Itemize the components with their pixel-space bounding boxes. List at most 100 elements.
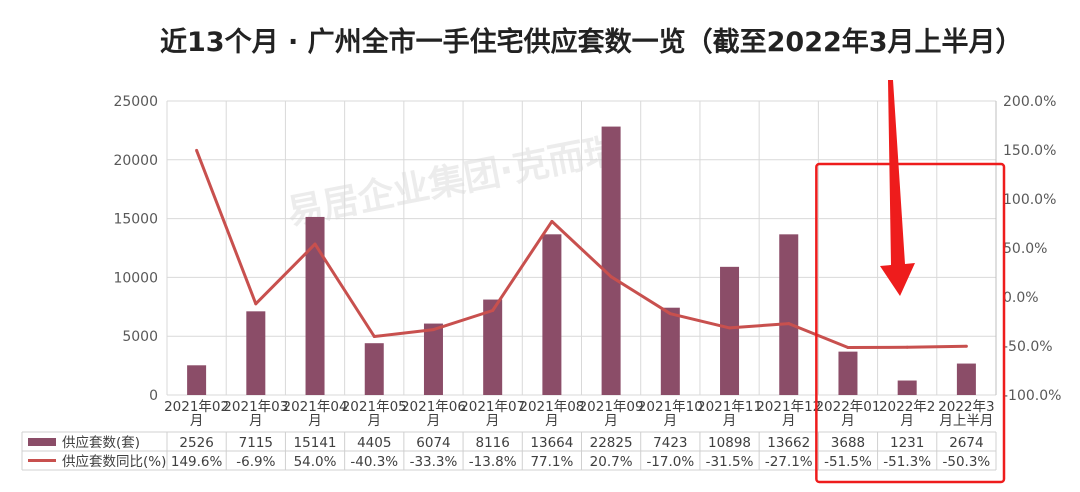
line-point [372,334,376,338]
category-label: 月 [664,413,678,429]
table-cell: 13662 [767,435,810,451]
table-cell: 22825 [590,435,633,451]
table-cell: -13.8% [469,454,517,470]
legend-label-line: 供应套数同比(%) [62,453,166,470]
category-label: 月 [427,413,441,429]
legend-label-bar: 供应套数(套) [62,434,140,451]
category-label: 2021年02 [164,399,229,415]
bar [660,307,680,395]
bar [483,299,503,395]
line-point [195,148,199,152]
table-cell: -51.3% [883,454,931,470]
table-cell: 20.7% [590,454,633,470]
line-point [728,326,732,330]
table-cell: 2674 [949,435,983,451]
category-label: 2021年12 [756,399,821,415]
line-point [550,219,554,223]
left-tick-label: 20000 [113,153,158,169]
table-cell: -17.0% [646,454,694,470]
table-cell: 2526 [179,435,213,451]
chart-title: 近13个月 · 广州全市一手住宅供应套数一览（截至2022年3月上半月） [160,27,1023,58]
bar [720,266,740,395]
yoy-line [195,149,967,349]
line-point [254,302,258,306]
category-label: 2021年11 [697,399,762,415]
line-point [609,275,613,279]
table-cell: 10898 [708,435,751,451]
line-point [668,312,672,316]
category-label: 月 [900,413,914,429]
table-cell: 7423 [653,435,687,451]
line-point [905,345,909,349]
table-cell: 15141 [294,435,337,451]
line-point [787,322,791,326]
category-label: 2022年01 [815,399,880,415]
bar [246,311,266,395]
table-cell: 54.0% [294,454,337,470]
right-tick-label: 200.0% [1003,94,1056,110]
line-point [846,345,850,349]
bar-series [187,126,976,395]
table-cell: 13664 [530,435,573,451]
line-point [431,328,435,332]
right-tick-label: 0.0% [1003,290,1039,306]
category-label: 月 [545,413,559,429]
left-tick-label: 10000 [113,270,158,286]
line-point [491,309,495,313]
bar [838,351,858,395]
highlight-box [815,162,1006,484]
category-label: 2022年3 [938,399,994,415]
category-label: 月 [604,413,618,429]
bar [542,234,562,395]
table-cell: 149.6% [171,454,223,470]
bar [897,380,917,395]
category-label: 2021年09 [579,399,644,415]
right-axis: -100.0% -50.0% 0.0% 50.0% 100.0% 150.0% 200.0% [1003,94,1061,404]
right-tick-label: 100.0% [1003,192,1056,208]
category-label: 2021年07 [460,399,525,415]
bar [187,365,207,395]
category-label: 月 [190,413,204,429]
bar [423,323,443,395]
table-cell: 6074 [416,435,450,451]
table-cell: -51.5% [824,454,872,470]
bar [364,343,384,395]
bar [601,126,621,395]
line-point [313,242,317,246]
line-series [195,148,968,349]
left-tick-label: 15000 [113,212,158,228]
category-label: 2021年05 [342,399,407,415]
line-point [964,344,968,348]
left-tick-label: 5000 [122,329,158,345]
bar [305,216,325,395]
left-axis: 0 5000 10000 15000 20000 25000 [113,94,158,404]
right-tick-label: -50.0% [1003,339,1053,355]
category-label: 2021年10 [638,399,703,415]
table-cell: 7115 [239,435,273,451]
table-cell: -27.1% [765,454,813,470]
table-cell: 4405 [357,435,391,451]
table-cell: 3688 [831,435,865,451]
table-cell: 8116 [475,435,509,451]
category-axis: 2021年02月2021年03月2021年04月2021年05月2021年06月… [164,399,995,429]
category-label: 2022年2 [879,399,935,415]
category-label: 2021年08 [519,399,584,415]
table-cell: 1231 [890,435,924,451]
bar [956,363,976,395]
right-tick-label: 150.0% [1003,143,1056,159]
category-label: 月 [782,413,796,429]
annotations [815,80,1006,484]
category-label: 月 [841,413,855,429]
right-tick-label: 50.0% [1003,241,1047,257]
table-cell: -33.3% [410,454,458,470]
table-cell: -6.9% [236,454,275,470]
category-label: 月 [486,413,500,429]
category-label: 2021年06 [401,399,466,415]
category-label: 2021年04 [283,399,348,415]
left-tick-label: 0 [149,388,158,404]
table-cell: -31.5% [706,454,754,470]
category-label: 月 [723,413,737,429]
right-tick-label: -100.0% [1003,388,1061,404]
category-label: 月 [368,413,382,429]
